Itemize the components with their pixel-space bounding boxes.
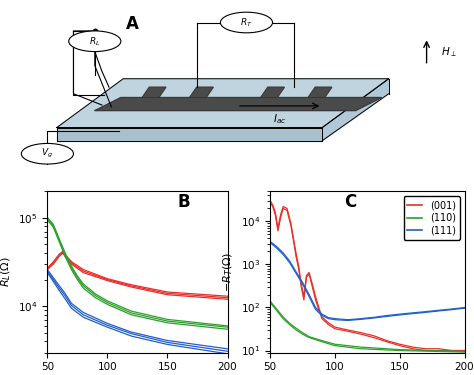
Polygon shape bbox=[322, 79, 389, 141]
Polygon shape bbox=[142, 87, 166, 98]
Polygon shape bbox=[190, 87, 213, 98]
Circle shape bbox=[21, 144, 73, 164]
Legend: (001), (110), (111): (001), (110), (111) bbox=[403, 196, 460, 240]
Polygon shape bbox=[57, 128, 322, 141]
Text: $I_{ac}$: $I_{ac}$ bbox=[273, 112, 286, 126]
Text: B: B bbox=[177, 194, 190, 211]
Polygon shape bbox=[308, 87, 332, 98]
Text: A: A bbox=[126, 15, 139, 33]
Text: $V_g$: $V_g$ bbox=[41, 147, 54, 160]
Polygon shape bbox=[57, 79, 389, 128]
Y-axis label: $R_L$($\Omega$): $R_L$($\Omega$) bbox=[0, 256, 13, 287]
Y-axis label: $-R_T$($\Omega$): $-R_T$($\Omega$) bbox=[222, 252, 236, 292]
Text: $R_T$: $R_T$ bbox=[240, 16, 253, 29]
Circle shape bbox=[69, 31, 121, 52]
Polygon shape bbox=[261, 87, 284, 98]
Text: $R_L$: $R_L$ bbox=[89, 35, 100, 48]
Circle shape bbox=[220, 12, 273, 33]
Polygon shape bbox=[95, 98, 382, 111]
Text: C: C bbox=[344, 194, 356, 211]
Text: $H_\perp$: $H_\perp$ bbox=[441, 46, 456, 59]
